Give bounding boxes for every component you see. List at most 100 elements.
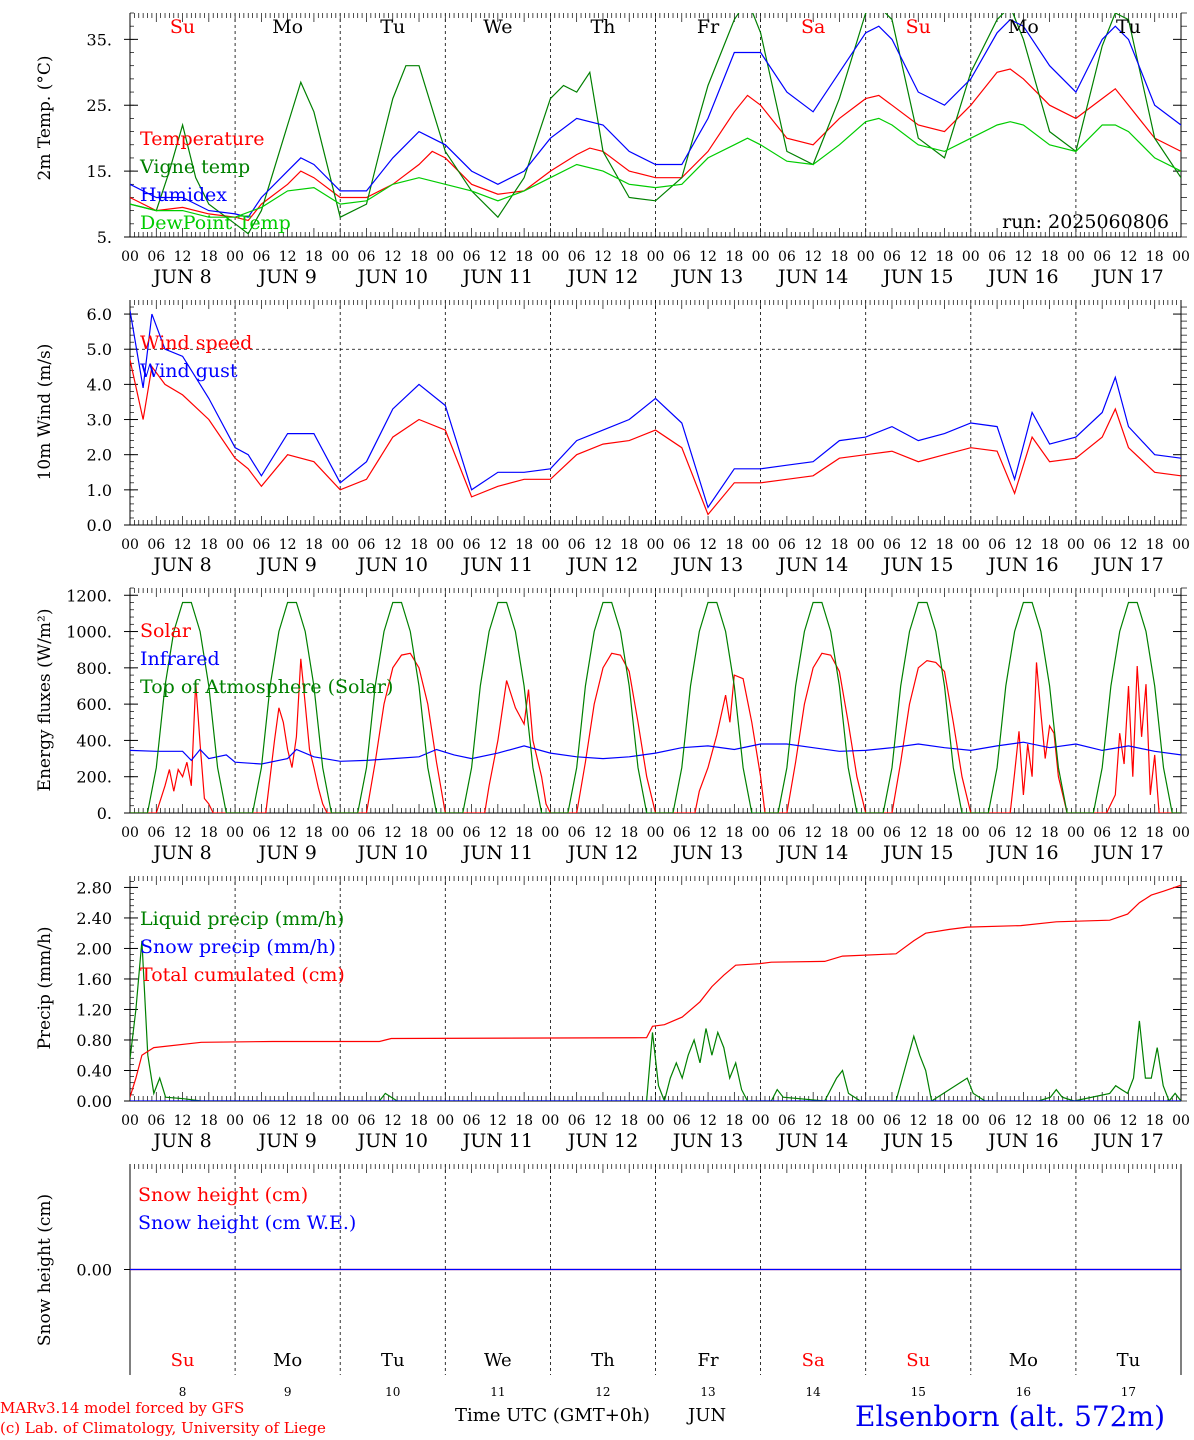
hour-label: 06: [673, 1113, 691, 1129]
weekday-label: Sa: [802, 1350, 825, 1371]
y-tick-label: 0.00: [76, 1261, 112, 1280]
hour-label: 12: [594, 825, 612, 841]
date-label: JUN 11: [461, 1130, 533, 1152]
y-tick-label: 1200.: [66, 586, 112, 605]
hour-label: 12: [804, 1113, 822, 1129]
weekday-label: Tu: [381, 1350, 405, 1371]
hour-label: 18: [515, 1113, 533, 1129]
hour-label: 00: [1067, 825, 1085, 841]
hour-label: 18: [410, 825, 428, 841]
hour-label: 12: [804, 537, 822, 553]
date-label: JUN 14: [776, 1130, 848, 1152]
weekday-label: Mo: [1009, 1350, 1038, 1371]
hour-label: 18: [1041, 825, 1059, 841]
hour-label: 18: [515, 825, 533, 841]
hour-label: 00: [857, 537, 875, 553]
y-tick-label: 2.0: [87, 446, 112, 465]
date-label: JUN 15: [881, 842, 953, 864]
hour-label: 12: [279, 1113, 297, 1129]
date-label: JUN 15: [881, 554, 953, 576]
hour-label: 00: [331, 537, 349, 553]
weekday-label: We: [483, 16, 512, 38]
y-tick-label: 0.00: [76, 1092, 112, 1111]
series-line-liquid-precip-mm-h-: [130, 940, 1181, 1101]
hour-label: 06: [463, 537, 481, 553]
y-tick-label: 2.40: [76, 909, 112, 928]
hour-label: 06: [778, 537, 796, 553]
hour-label: 00: [962, 825, 980, 841]
hour-label: 12: [174, 249, 192, 265]
hour-label: 12: [1120, 537, 1138, 553]
hour-label: 18: [200, 249, 218, 265]
y-tick-label: 5.: [97, 228, 112, 247]
hour-label: 06: [988, 537, 1006, 553]
y-tick-label: 400.: [76, 731, 112, 750]
y-axis-title: 2m Temp. (°C): [35, 55, 55, 180]
day-number: 9: [284, 1385, 292, 1399]
series-line-wind-speed: [130, 359, 1181, 516]
hour-label: 18: [831, 249, 849, 265]
date-label: JUN 12: [566, 842, 638, 864]
hour-label: 18: [725, 1113, 743, 1129]
hour-label: 12: [909, 249, 927, 265]
weekday-label: Su: [171, 1350, 195, 1371]
hour-label: 18: [1146, 1113, 1164, 1129]
hour-label: 06: [568, 825, 586, 841]
y-tick-label: 4.0: [87, 375, 112, 394]
hour-label: 06: [673, 249, 691, 265]
hour-label: 18: [410, 249, 428, 265]
weekday-label: Sa: [801, 16, 825, 38]
hour-label: 06: [778, 1113, 796, 1129]
day-number: 13: [700, 1385, 715, 1399]
series-line-solar: [130, 652, 1181, 813]
weekday-label: Su: [906, 1350, 930, 1371]
hour-label: 06: [673, 825, 691, 841]
day-number: 15: [911, 1385, 926, 1399]
weekday-label: Tu: [1117, 1350, 1141, 1371]
hour-label: 12: [1120, 1113, 1138, 1129]
hour-label: 06: [463, 825, 481, 841]
hour-label: 18: [620, 825, 638, 841]
weekday-label: Mo: [273, 1350, 302, 1371]
legend-entry: Total cumulated (cm): [140, 964, 345, 986]
hour-label: 18: [725, 249, 743, 265]
y-axis-title: Snow height (cm): [35, 1194, 55, 1346]
hour-label: 12: [1120, 249, 1138, 265]
hour-label: 12: [279, 825, 297, 841]
hour-label: 06: [358, 249, 376, 265]
hour-label: 18: [305, 825, 323, 841]
series-line-vigne-temp: [130, 13, 1181, 235]
day-number: 11: [490, 1385, 505, 1399]
hour-label: 12: [174, 1113, 192, 1129]
hour-label: 12: [594, 537, 612, 553]
day-number: 8: [179, 1385, 187, 1399]
date-label: JUN 9: [256, 266, 316, 288]
hour-label: 12: [489, 825, 507, 841]
credit-lab: (c) Lab. of Climatology, University of L…: [0, 1419, 326, 1437]
hour-label: 12: [489, 537, 507, 553]
weekday-label: Fr: [698, 1350, 719, 1371]
day-number: 10: [385, 1385, 400, 1399]
hour-label: 00: [857, 249, 875, 265]
date-label: JUN 13: [671, 554, 743, 576]
x-axis-title: Time UTC (GMT+0h): [455, 1405, 650, 1426]
weekday-label: Su: [906, 16, 931, 38]
date-label: JUN 13: [671, 1130, 743, 1152]
hour-label: 00: [752, 249, 770, 265]
hour-label: 06: [778, 825, 796, 841]
legend-entry: Solar: [140, 620, 192, 642]
legend-entry: Vigne temp: [139, 156, 250, 178]
run-annotation: run: 2025060806: [1002, 211, 1169, 233]
date-label: JUN 10: [356, 266, 428, 288]
series-line-dewpoint-temp: [130, 117, 1181, 218]
hour-label: 12: [909, 1113, 927, 1129]
y-tick-label: 3.0: [87, 411, 112, 430]
hour-label: 06: [883, 1113, 901, 1129]
hour-label: 12: [279, 537, 297, 553]
legend-entry: Top of Atmosphere (Solar): [140, 676, 393, 698]
hour-label: 06: [883, 249, 901, 265]
y-tick-label: 5.0: [87, 340, 112, 359]
credit-model: MARv3.14 model forced by GFS: [0, 1399, 245, 1417]
hour-label: 00: [647, 249, 665, 265]
station-title: Elsenborn (alt. 572m): [855, 1400, 1166, 1433]
